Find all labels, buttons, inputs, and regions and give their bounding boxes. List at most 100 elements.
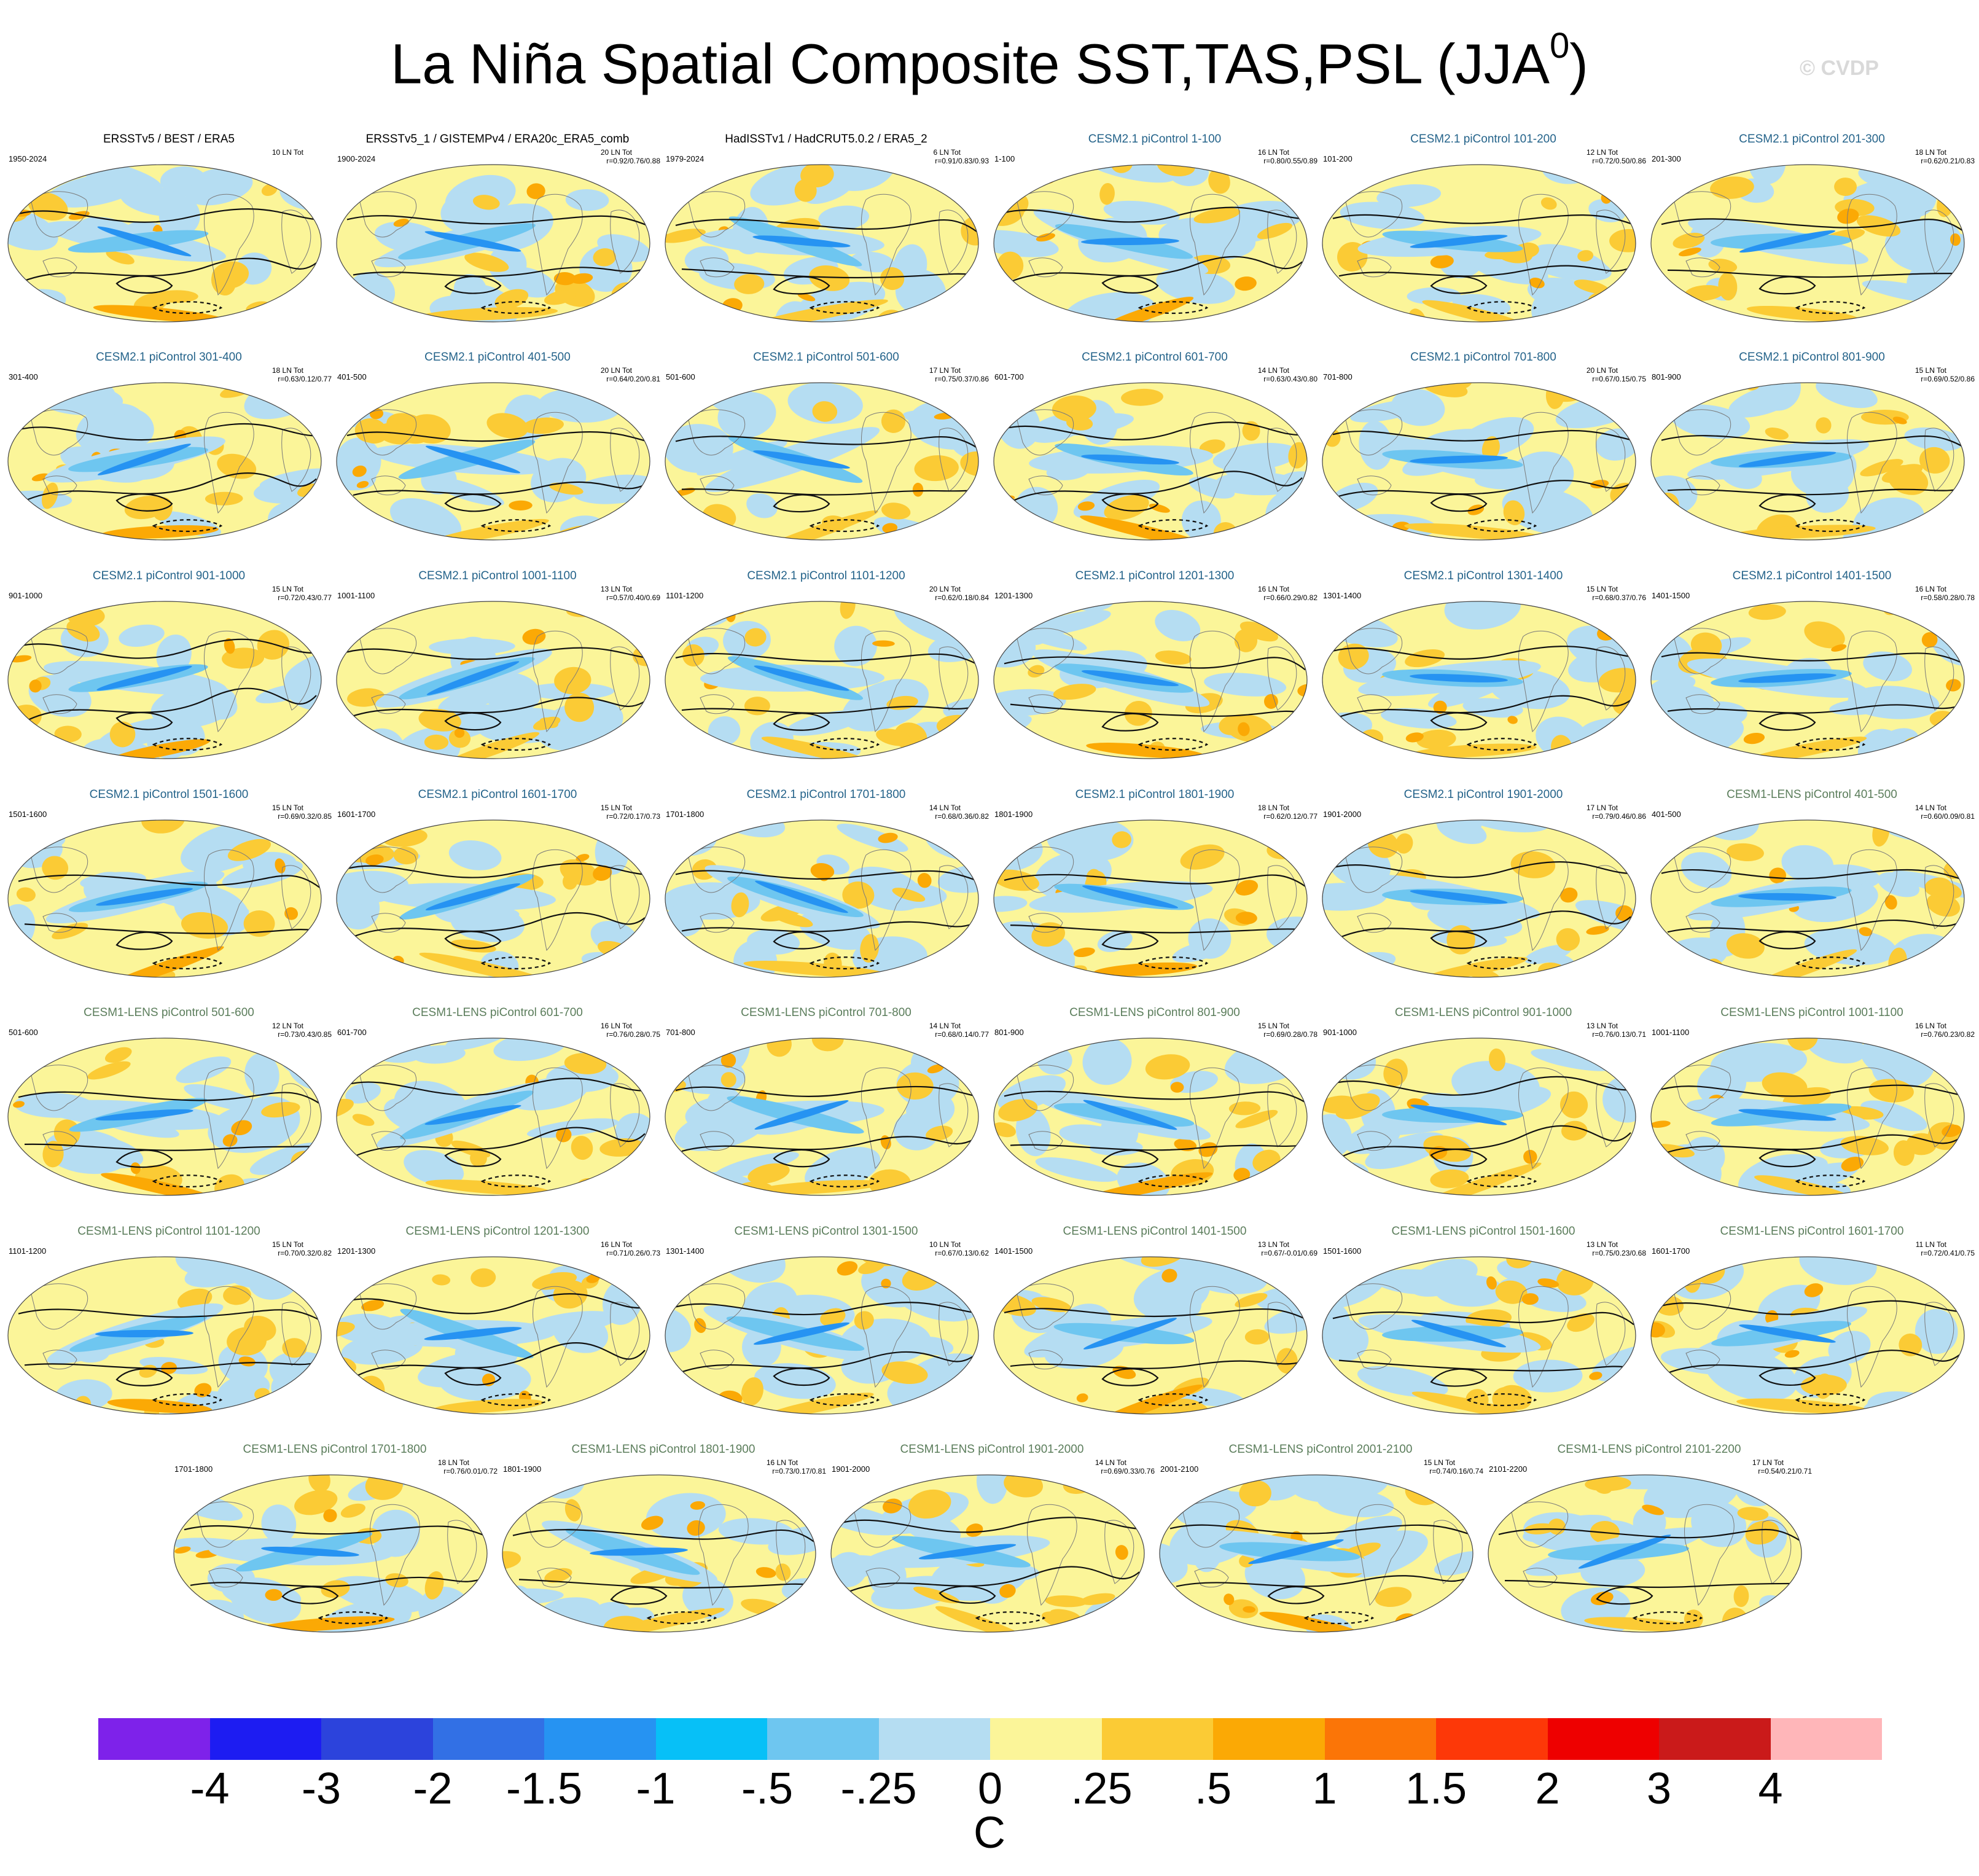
africa-outline <box>1267 865 1297 929</box>
warm-anomaly-patch <box>1028 665 1045 678</box>
africa-outline <box>610 865 640 929</box>
cool-anomaly-patch <box>1160 1542 1188 1584</box>
colorbar-tick-label: 3 <box>1646 1764 1672 1813</box>
composite-map <box>7 382 322 541</box>
map-panel: HadISSTv1 / HadCRUT5.0.2 / ERA5_2 1979-20… <box>663 132 989 338</box>
warm-anomaly-core <box>1560 887 1578 903</box>
slp-contour-north <box>1004 1090 1306 1103</box>
slp-contour-north <box>346 431 649 443</box>
map-panel: CESM2.1 piControl 1-100 1-100 16 LN Tot r=0… <box>992 132 1317 338</box>
slp-closed-contour <box>773 1367 830 1386</box>
slp-closed-contour <box>1430 1148 1488 1167</box>
slp-closed-contour <box>281 1586 339 1604</box>
slp-contour-south <box>1338 910 1631 939</box>
australia-outline <box>700 913 735 933</box>
africa-outline <box>1924 646 1954 711</box>
slp-contour-south <box>24 923 317 934</box>
australia-outline <box>371 475 406 496</box>
warm-anomaly-patch <box>1726 933 1765 959</box>
warm-anomaly-core <box>1841 1157 1864 1172</box>
panel-pattern-correlation: r=0.76/0.28/0.75 <box>606 1030 660 1039</box>
panel-event-count: 11 LN Tot <box>1915 1240 1946 1249</box>
warm-anomaly-patch <box>222 1475 257 1485</box>
warm-anomaly-core <box>570 273 593 284</box>
cool-anomaly-patch <box>1531 292 1565 322</box>
australia-outline <box>1685 257 1720 278</box>
asia-outline <box>30 628 88 674</box>
warm-anomaly-patch <box>42 1141 64 1168</box>
map-border <box>1650 819 1965 978</box>
warm-anomaly-patch <box>1481 436 1500 461</box>
cool-anomaly-patch <box>1523 1514 1612 1543</box>
pacific-cold-tongue-core <box>1081 237 1179 246</box>
warm-anomaly-core <box>1950 233 1961 246</box>
warm-anomaly-core <box>1198 1142 1218 1157</box>
panel-title: CESM1-LENS piControl 701-800 <box>741 1006 911 1019</box>
map-panel: CESM2.1 piControl 1601-1700 1601-1700 15 L… <box>335 788 660 994</box>
warm-anomaly-patch <box>340 1503 365 1518</box>
map-border <box>7 1256 322 1415</box>
pacific-cold-tongue-core <box>98 444 191 475</box>
slp-contour-north <box>18 423 320 441</box>
slp-contour-north <box>1004 656 1306 671</box>
slp-contour-south <box>190 1576 483 1587</box>
africa-outline <box>939 1083 969 1147</box>
warm-anomaly-patch <box>1937 944 1964 971</box>
panel-pattern-correlation: r=0.72/0.50/0.86 <box>1592 157 1646 165</box>
title-close: ) <box>1569 33 1588 96</box>
africa-outline <box>1596 1083 1626 1147</box>
cool-anomaly-patch <box>1156 268 1235 304</box>
cool-anomaly-patch <box>8 507 26 534</box>
colorbar-tick-label: 1 <box>1312 1764 1337 1813</box>
panel-period: 1601-1700 <box>337 810 376 819</box>
australia-outline <box>700 257 735 278</box>
slp-contour-north <box>675 219 977 232</box>
panel-title: CESM2.1 piControl 201-300 <box>1739 133 1885 146</box>
cool-anomaly-patch <box>337 165 412 175</box>
slp-negative-contour <box>809 301 880 315</box>
composite-map <box>336 164 650 322</box>
slp-negative-contour <box>152 1393 223 1407</box>
warm-anomaly-patch <box>16 887 36 902</box>
map-border <box>1322 164 1636 322</box>
panel-pattern-correlation: r=0.60/0.09/0.81 <box>1921 812 1975 821</box>
panel-period: 2001-2100 <box>1160 1464 1199 1474</box>
cool-anomaly-patch <box>1502 487 1593 536</box>
cool-anomaly-patch <box>1204 673 1287 697</box>
pacific-cold-tongue-core <box>1083 1318 1177 1350</box>
warm-anomaly-patch <box>424 734 449 750</box>
slp-negative-contour <box>1795 301 1866 315</box>
cool-anomaly-patch <box>1531 1049 1615 1071</box>
composite-map <box>502 1474 816 1633</box>
pacific-cold-tongue-core <box>1578 1534 1671 1569</box>
composite-map <box>1650 1038 1965 1196</box>
panel-period: 1950-2024 <box>9 154 47 163</box>
slp-closed-contour <box>1758 713 1816 731</box>
americas-outline <box>1190 630 1240 733</box>
slp-contour-north <box>675 436 977 448</box>
map-border <box>7 382 322 541</box>
asia-outline <box>359 1065 417 1111</box>
australia-outline <box>1685 1131 1720 1151</box>
colorbar-box <box>1770 1718 1882 1760</box>
composite-map <box>830 1474 1145 1633</box>
warm-anomaly-core <box>1149 503 1170 513</box>
africa-outline <box>1924 209 1954 274</box>
warm-anomaly-patch <box>223 1285 251 1305</box>
australia-outline <box>42 913 77 933</box>
warm-anomaly-patch <box>1733 1585 1749 1608</box>
panel-period: 1401-1500 <box>1652 591 1690 600</box>
warm-anomaly-core <box>1952 402 1964 416</box>
warm-anomaly-core <box>1537 1278 1559 1288</box>
colorbar-box <box>1101 1718 1213 1760</box>
cool-anomaly-patch <box>1376 184 1442 208</box>
asia-outline <box>1673 628 1731 674</box>
panel-event-count: 15 LN Tot <box>1423 1458 1455 1467</box>
slp-negative-contour <box>1303 1611 1375 1625</box>
panel-pattern-correlation: r=0.71/0.26/0.73 <box>606 1249 660 1257</box>
map-panel: CESM1-LENS piControl 601-700 601-700 16 LN… <box>335 1006 660 1212</box>
cool-anomaly-patch <box>1863 651 1913 681</box>
warm-anomaly-core <box>31 473 50 482</box>
warm-anomaly-patch <box>1654 1268 1680 1289</box>
warm-anomaly-core <box>1170 1082 1184 1093</box>
